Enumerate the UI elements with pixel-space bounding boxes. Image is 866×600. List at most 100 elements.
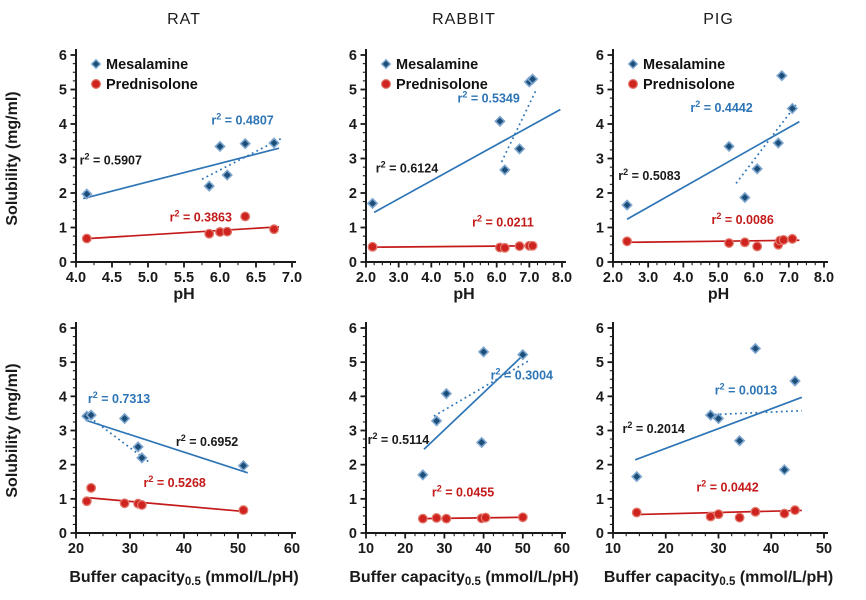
data-point-diamond (430, 415, 443, 427)
x-tick-label: 3.0 (638, 270, 658, 286)
y-tick-label: 5 (349, 83, 357, 99)
legend-label-prednisolone: Prednisolone (643, 77, 735, 93)
data-point-circle (269, 224, 279, 235)
y-tick-label: 5 (59, 355, 67, 371)
data-point-diamond (786, 102, 799, 115)
x-tick-label: 6.5 (246, 270, 266, 286)
data-point-diamond (778, 464, 791, 476)
data-point-diamond (203, 180, 215, 192)
data-point-diamond (221, 169, 233, 181)
x-axis-label: Buffer capacity0.5 (mmol/L/pH) (604, 569, 833, 588)
data-point-diamond (237, 459, 250, 472)
x-tick-label: 50 (230, 541, 246, 557)
data-point-circle (441, 513, 452, 524)
x-tick-label: 40 (476, 541, 492, 557)
x-tick-label: 20 (68, 541, 84, 557)
series-mesalamine (417, 346, 529, 481)
x-axis-label: pH (173, 286, 194, 303)
data-point-diamond (475, 436, 488, 449)
series-mesalamine (81, 137, 280, 200)
data-point-circle (739, 237, 750, 248)
chart-pig-ph: 2.0 3.0 4.0 5.0 6.0 7.0 8.0 0 1 2 3 4 5 6 PIG pH r2 = 0.… (596, 11, 834, 303)
fit-lines (625, 104, 800, 244)
y-tick-label: 4 (59, 117, 67, 133)
y-tick-label: 0 (349, 255, 357, 271)
y-tick-label: 1 (349, 492, 357, 508)
x-axis-label: Buffer capacity0.5 (mmol/L/pH) (349, 569, 578, 588)
data-point-circle (499, 242, 510, 253)
series-mesalamine (366, 73, 539, 210)
series-mesalamine (81, 409, 250, 472)
mesalamine-dotted-fit-line (433, 359, 531, 417)
r2-label: r2 = 0.3004 (491, 366, 553, 382)
r2-label: r2 = 0.0442 (696, 478, 758, 494)
x-tick-label: 60 (554, 541, 570, 557)
chart-cell-rat-buffer: 20 30 40 50 60 0 1 2 3 4 5 6 Solubility (mg/ml) Buffe… (0, 300, 300, 600)
data-point-diamond (494, 115, 506, 127)
data-point-circle (713, 509, 724, 520)
y-tick-label: 0 (596, 526, 604, 542)
data-point-diamond (517, 348, 529, 361)
data-point-circle (734, 512, 745, 523)
axes: 2.0 3.0 4.0 5.0 6.0 7.0 8.0 0 1 2 3 4 5 6 (596, 48, 834, 286)
data-point-diamond (723, 140, 735, 153)
series-prednisolone (367, 240, 538, 253)
y-tick-label: 0 (596, 255, 604, 271)
data-point-diamond (214, 140, 226, 153)
axes: 10 20 30 40 50 0 1 2 3 4 5 6 (596, 321, 832, 557)
data-point-diamond (440, 387, 453, 400)
y-tick-label: 3 (349, 424, 357, 440)
legend-label-mesalamine: Mesalamine (106, 57, 188, 73)
chart-title: PIG (703, 11, 734, 28)
r2-label: r2 = 0.5083 (618, 167, 680, 183)
legend-diamond-icon (380, 58, 392, 70)
x-tick-label: 6.0 (744, 270, 764, 286)
r2-label: r2 = 0.5268 (144, 474, 206, 490)
x-tick-label: 60 (284, 541, 300, 557)
data-point-diamond (776, 69, 788, 82)
data-point-circle (724, 238, 735, 248)
x-axis-label: pH (453, 286, 474, 303)
mesalamine-solid-fit-line (85, 419, 248, 474)
y-tick-label: 3 (596, 424, 604, 440)
data-point-diamond (631, 470, 643, 483)
data-point-circle (790, 505, 800, 516)
x-tick-label: 3.0 (389, 270, 409, 286)
data-point-diamond (733, 435, 746, 447)
data-point-diamond (704, 409, 717, 421)
y-tick-label: 2 (596, 186, 604, 202)
x-tick-label: 5.0 (454, 270, 474, 286)
data-point-circle (779, 508, 790, 519)
legend-diamond-icon (627, 58, 639, 70)
r2-label: r2 = 0.6124 (376, 159, 438, 175)
y-tick-label: 6 (59, 48, 67, 64)
r2-annotations: r2 = 0.5114 r2 = 0.3004 r2 = 0.0455 (368, 366, 554, 499)
legend-circle-icon (90, 78, 101, 89)
data-point-circle (81, 496, 92, 507)
series-prednisolone (81, 211, 279, 244)
x-tick-label: 5.5 (174, 270, 194, 286)
y-tick-label: 5 (596, 355, 604, 371)
chart-pig-buffer: 10 20 30 40 50 0 1 2 3 4 5 6 Buffer capacity0.5 (mmo… (596, 321, 833, 588)
y-tick-label: 5 (596, 83, 604, 99)
x-tick-label: 2.0 (356, 270, 376, 286)
data-point-diamond (712, 412, 725, 425)
x-tick-label: 2.0 (603, 270, 623, 286)
x-tick-label: 50 (816, 541, 832, 557)
r2-annotations: r2 = 0.6124 r2 = 0.5349 r2 = 0.0211 (376, 90, 534, 230)
y-tick-label: 2 (596, 458, 604, 474)
x-tick-label: 8.0 (552, 270, 572, 286)
legend: Mesalamine Prednisolone (627, 57, 735, 93)
chart-rat-ph: 4.0 4.5 5.0 5.5 6.0 6.5 7.0 0 1 2 3 4 5 6 RAT Solubilit… (4, 11, 302, 303)
r2-label: r2 = 0.0455 (432, 483, 494, 499)
x-tick-label: 4.0 (421, 270, 441, 286)
data-point-circle (431, 513, 442, 523)
x-tick-label: 6.0 (487, 270, 507, 286)
x-tick-label: 4.5 (102, 270, 122, 286)
y-tick-label: 1 (349, 221, 357, 237)
mesalamine-solid-fit-line (634, 396, 803, 461)
y-tick-label: 1 (596, 492, 604, 508)
data-point-circle (750, 506, 761, 517)
data-point-circle (622, 236, 633, 247)
